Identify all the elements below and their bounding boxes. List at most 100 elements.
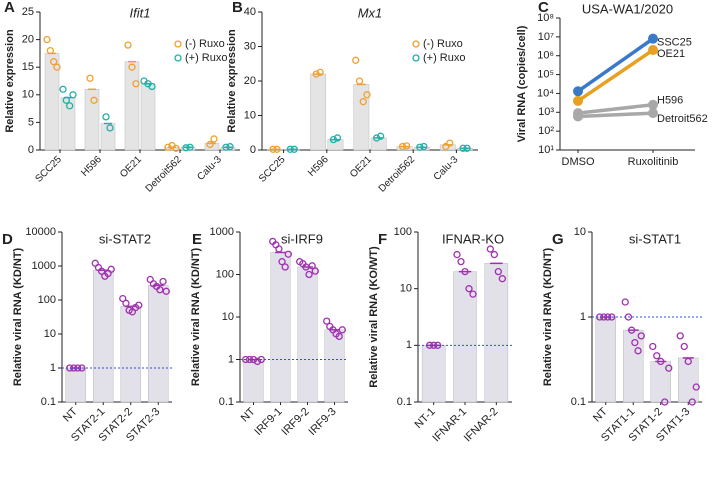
data-point bbox=[398, 142, 407, 151]
data-point bbox=[206, 140, 214, 149]
bar bbox=[124, 61, 140, 151]
x-tick-label: Calu-3 bbox=[195, 154, 224, 183]
series-line bbox=[577, 111, 654, 119]
data-point bbox=[122, 299, 130, 307]
data-point bbox=[631, 338, 639, 347]
bar bbox=[650, 361, 671, 403]
y-tick-label: 10⁷ bbox=[538, 31, 554, 43]
x-tick-label: NT bbox=[239, 405, 258, 424]
data-point bbox=[333, 134, 342, 142]
legend-marker bbox=[174, 54, 182, 62]
y-axis-label: Relative viral RNA (KD/NT) bbox=[542, 247, 554, 386]
data-point bbox=[494, 267, 502, 276]
bar bbox=[484, 263, 509, 403]
y-tick-label: 10¹ bbox=[538, 144, 554, 156]
data-point bbox=[50, 58, 58, 66]
y-axis-label: Relative expression bbox=[226, 29, 238, 133]
x-tick-label: IRF9-3 bbox=[306, 406, 338, 438]
data-point bbox=[62, 96, 70, 104]
data-point bbox=[311, 267, 319, 275]
x-tick-label: OE21 bbox=[118, 154, 144, 180]
bar bbox=[421, 345, 446, 403]
data-point bbox=[457, 257, 465, 266]
data-point bbox=[402, 142, 411, 150]
data-point bbox=[657, 357, 665, 366]
data-point bbox=[66, 102, 74, 110]
data-point bbox=[226, 143, 234, 151]
y-tick-label: 5 bbox=[28, 116, 34, 128]
data-point bbox=[172, 144, 180, 152]
y-tick-label: 1000 bbox=[32, 260, 56, 272]
y-tick-label: 10⁵ bbox=[537, 68, 554, 80]
series-label: SSC25 bbox=[657, 37, 692, 49]
panel-letter: A bbox=[4, 0, 15, 16]
data-point bbox=[490, 250, 498, 259]
legend-marker bbox=[174, 40, 182, 48]
data-point bbox=[86, 74, 94, 82]
data-point bbox=[281, 263, 289, 271]
data-point bbox=[461, 267, 469, 276]
legend-label: (-) Ruxo bbox=[423, 38, 463, 50]
x-tick-label: SCC25 bbox=[257, 154, 288, 185]
y-axis-label: Relative expression bbox=[4, 29, 16, 133]
y-tick-label: 100 bbox=[38, 294, 56, 306]
data-point bbox=[573, 111, 583, 122]
data-point bbox=[284, 250, 292, 258]
data-point bbox=[308, 262, 316, 270]
data-point bbox=[53, 63, 61, 71]
x-tick-label: IRF9-2 bbox=[279, 406, 311, 438]
panel-letter: F bbox=[378, 231, 387, 248]
bar bbox=[93, 269, 114, 403]
data-point bbox=[648, 108, 658, 119]
data-point bbox=[164, 143, 172, 151]
x-tick-label: NT bbox=[61, 405, 80, 424]
data-point bbox=[132, 80, 140, 88]
chart-title: si-STAT2 bbox=[99, 231, 151, 246]
data-point bbox=[573, 95, 583, 106]
data-point bbox=[162, 287, 170, 295]
data-point bbox=[648, 99, 658, 110]
y-tick-label: 0 bbox=[250, 144, 256, 156]
data-point bbox=[648, 33, 658, 44]
data-point bbox=[676, 332, 684, 340]
y-tick-label: 10 bbox=[44, 328, 56, 340]
data-point bbox=[135, 301, 143, 309]
data-point bbox=[661, 398, 669, 406]
data-point bbox=[159, 277, 167, 286]
data-point bbox=[446, 139, 454, 147]
y-tick-label: 25 bbox=[22, 6, 34, 18]
data-point bbox=[355, 77, 364, 85]
x-tick-label: IRF9-1 bbox=[252, 406, 284, 438]
y-tick-label: 100 bbox=[394, 226, 412, 238]
x-tick-label: H596 bbox=[79, 154, 104, 179]
data-point bbox=[69, 91, 77, 99]
y-tick-label: 10 bbox=[400, 283, 412, 295]
bar bbox=[148, 285, 169, 403]
x-tick-label: Detroit562 bbox=[144, 154, 185, 195]
data-point bbox=[465, 285, 473, 293]
data-point bbox=[372, 134, 381, 142]
y-tick-label: 1000 bbox=[210, 226, 234, 238]
data-point bbox=[453, 250, 461, 259]
data-point bbox=[59, 85, 67, 93]
data-point bbox=[648, 45, 658, 56]
bar bbox=[270, 252, 291, 403]
bar bbox=[44, 53, 60, 151]
data-point bbox=[653, 352, 661, 360]
series-line bbox=[577, 103, 654, 115]
y-tick-label: 10⁸ bbox=[537, 12, 554, 24]
data-point bbox=[352, 56, 360, 64]
y-tick-label: 40 bbox=[244, 6, 256, 18]
data-point bbox=[107, 265, 115, 273]
data-point bbox=[498, 275, 506, 283]
data-point bbox=[305, 270, 313, 279]
data-point bbox=[286, 145, 294, 153]
data-point bbox=[621, 298, 629, 306]
legend-marker bbox=[412, 40, 420, 48]
legend-marker bbox=[412, 54, 420, 62]
data-point bbox=[416, 143, 424, 151]
y-tick-label: 0.1 bbox=[219, 396, 234, 408]
data-point bbox=[359, 98, 367, 106]
y-axis-label: Relative viral RNA (KD/NT) bbox=[190, 247, 202, 386]
x-tick-label: H596 bbox=[306, 154, 331, 179]
